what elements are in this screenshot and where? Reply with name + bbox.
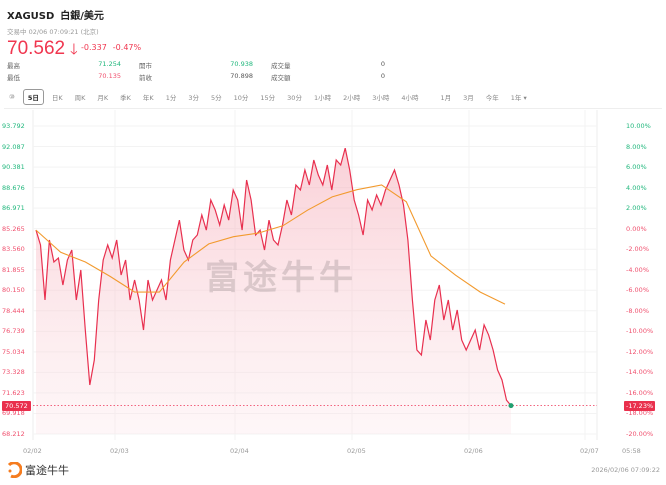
pct-tick-label: -4.00%	[626, 265, 649, 274]
pct-tick-label: -8.00%	[626, 306, 649, 315]
tab-0[interactable]: ⑩	[9, 93, 15, 101]
y-tick-label: 75.034	[2, 347, 25, 356]
tab-7[interactable]: 1分	[165, 94, 177, 102]
stat-value: 70.938	[230, 60, 253, 68]
pct-tick-label: -10.00%	[626, 327, 654, 336]
y-tick-label: 90.381	[2, 163, 25, 172]
pct-tick-label: -20.00%	[626, 430, 654, 438]
pct-tick-label: 2.00%	[626, 204, 647, 213]
pct-tick-label: -6.00%	[626, 286, 649, 295]
title: XAGUSD 白銀/美元	[7, 7, 110, 22]
pct-tick-label: -14.00%	[626, 368, 654, 377]
tab-17[interactable]: 1月	[440, 94, 452, 102]
stat-label: 成交量	[271, 62, 291, 70]
trading-status: 交易中 02/06 07:09:21 (北京)	[7, 28, 99, 36]
pct-tick-label: -16.00%	[626, 388, 654, 397]
arrow-down-icon: 🡓	[70, 40, 78, 58]
symbol: XAGUSD	[7, 11, 55, 22]
x-tick-label: 05:58	[622, 447, 641, 455]
x-tick-label: 02/07	[580, 447, 599, 455]
pct-tick-label: -12.00%	[626, 347, 654, 356]
tab-12[interactable]: 30分	[287, 94, 302, 102]
y-tick-label: 78.444	[2, 306, 25, 315]
tab-19[interactable]: 今年	[485, 94, 499, 102]
price-line	[35, 147, 512, 406]
change-pct: -0.47%	[112, 43, 142, 52]
y-tick-label: 88.676	[2, 183, 25, 192]
tab-10[interactable]: 10分	[233, 94, 249, 102]
last-point-marker	[508, 403, 514, 409]
tab-15[interactable]: 3小時	[372, 94, 390, 102]
brand-icon	[7, 462, 22, 478]
y-tick-label: 85.265	[2, 224, 25, 233]
stat-label: 前收	[139, 74, 152, 82]
pct-tick-label: 6.00%	[626, 163, 647, 172]
tab-1[interactable]: 5日	[22, 89, 44, 105]
stat-value: 71.254	[98, 60, 121, 68]
tab-11[interactable]: 15分	[260, 94, 276, 102]
divider	[4, 108, 662, 109]
period-tabs: ⑩ 5日 日K 周K 月K 季K 年K 1分 3分 5分 10分 15分 30分 1小時 2小時 3小時 4小時…	[5, 89, 535, 105]
last-price: 70.562	[7, 38, 66, 59]
stat-label: 最高	[7, 62, 20, 70]
y-tick-label: 76.739	[2, 327, 25, 336]
brand-name: 富途牛牛	[25, 464, 69, 477]
y-tick-label: 83.560	[2, 245, 25, 254]
tab-6[interactable]: 年K	[142, 94, 154, 102]
price-change: -0.337 -0.47%	[81, 43, 147, 52]
x-tick-label: 02/04	[230, 447, 249, 455]
y-tick-label: 93.792	[2, 122, 25, 130]
tab-5[interactable]: 季K	[120, 94, 131, 102]
pct-tick-label: 0.00%	[626, 224, 647, 233]
y-tick-label: 69.918	[2, 409, 25, 418]
tab-9[interactable]: 5分	[210, 94, 222, 102]
y-tick-label: 86.971	[2, 204, 25, 213]
pct-tick-label: 8.00%	[626, 142, 647, 151]
stat-value: 70.135	[98, 72, 121, 80]
x-tick-label: 02/03	[110, 447, 129, 455]
pct-tick-label: 4.00%	[626, 183, 647, 192]
current-price-label: 70.572	[2, 400, 31, 411]
stat-value: 0	[380, 72, 385, 80]
tab-13[interactable]: 1小時	[313, 94, 332, 102]
y-tick-label: 81.855	[2, 265, 25, 274]
price-area	[36, 148, 511, 434]
y-tick-label: 80.150	[2, 286, 25, 295]
change: -0.337	[81, 43, 107, 52]
tab-14[interactable]: 2小時	[343, 94, 361, 102]
y-tick-label: 92.087	[2, 142, 25, 151]
pct-tick-label: -18.00%	[626, 409, 654, 418]
tab-2[interactable]: 日K	[51, 94, 63, 102]
tab-18[interactable]: 3月	[463, 94, 474, 102]
pct-tick-label: 10.00%	[626, 122, 651, 130]
stat-label: 最低	[7, 74, 20, 82]
brand-logo: 富途牛牛	[6, 462, 69, 478]
x-tick-label: 02/06	[464, 447, 483, 455]
tab-8[interactable]: 3分	[188, 94, 199, 102]
instrument-name: 白銀/美元	[60, 11, 104, 22]
moving-average-line	[35, 184, 506, 305]
stat-label: 成交額	[271, 74, 291, 82]
stat-label: 開市	[139, 62, 152, 70]
y-tick-label: 71.623	[2, 388, 25, 397]
y-tick-label: 68.212	[2, 430, 25, 438]
x-tick-label: 02/02	[23, 447, 42, 455]
price-chart[interactable]	[0, 110, 666, 445]
timestamp: 2026/02/06 07:09:22	[591, 466, 660, 474]
stat-value: 70.898	[230, 72, 253, 80]
tab-3[interactable]: 周K	[74, 94, 86, 102]
tab-4[interactable]: 月K	[97, 94, 109, 102]
pct-tick-label: -2.00%	[626, 245, 649, 254]
tab-20[interactable]: 1年 ▾	[510, 94, 527, 102]
stat-value: 0	[380, 60, 385, 68]
x-tick-label: 02/05	[347, 447, 366, 455]
tab-16[interactable]: 4小時	[401, 94, 419, 102]
y-tick-label: 73.328	[2, 368, 25, 377]
current-pct-label: -17.23%	[624, 400, 656, 411]
